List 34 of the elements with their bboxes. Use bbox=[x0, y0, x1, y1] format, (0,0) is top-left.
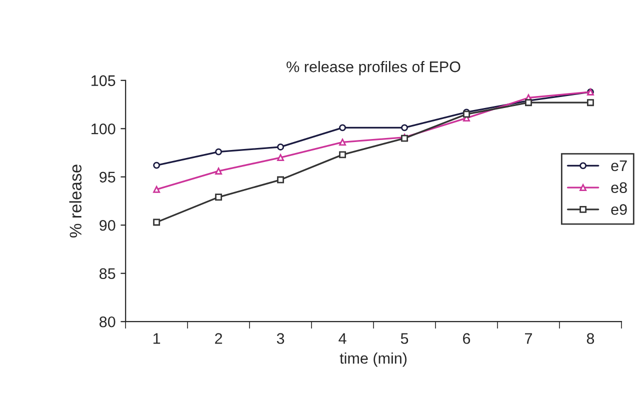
y-tick-label: 90 bbox=[100, 220, 116, 231]
point bbox=[277, 176, 284, 184]
y-tick-label: 95 bbox=[100, 172, 116, 183]
point bbox=[277, 144, 284, 150]
point bbox=[153, 186, 160, 193]
x-tick-label: 6 bbox=[463, 333, 470, 344]
x-tick-label: 3 bbox=[276, 333, 284, 344]
point bbox=[215, 168, 222, 175]
point bbox=[339, 138, 346, 146]
legend-label: e8 bbox=[611, 182, 627, 194]
x-tick-label: 5 bbox=[400, 333, 408, 344]
y-axis-title: % release bbox=[69, 164, 82, 238]
chart-title: % release profiles of EPO bbox=[286, 60, 460, 76]
point bbox=[153, 162, 160, 169]
y-tick-label: 100 bbox=[92, 124, 116, 134]
point bbox=[401, 124, 408, 132]
point bbox=[339, 124, 346, 132]
y-tick-label: 80 bbox=[100, 316, 116, 328]
x-tick-label: 4 bbox=[338, 333, 346, 344]
x-tick-label: 1 bbox=[153, 333, 160, 344]
y-tick-label: 105 bbox=[92, 75, 116, 86]
x-tick-label: 8 bbox=[586, 333, 594, 344]
point bbox=[277, 154, 284, 162]
point bbox=[153, 218, 160, 226]
legend-label: e7 bbox=[611, 160, 627, 172]
x-tick-label: 2 bbox=[215, 333, 222, 344]
point bbox=[215, 194, 222, 201]
point bbox=[339, 151, 346, 158]
y-tick-label: 85 bbox=[100, 268, 116, 280]
point bbox=[215, 148, 222, 156]
legend-label: e9 bbox=[611, 204, 627, 215]
point bbox=[586, 99, 594, 106]
x-tick-label: 7 bbox=[525, 333, 532, 344]
x-axis-title: time (min) bbox=[340, 352, 407, 367]
